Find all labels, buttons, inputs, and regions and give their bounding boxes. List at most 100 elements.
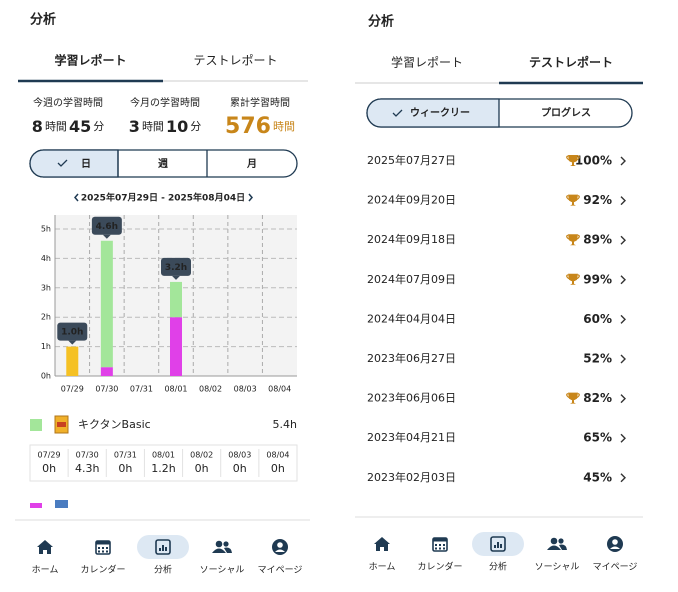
chevron-icon [620,433,626,443]
record-score[interactable]: 92% [583,193,612,207]
calendar-dot [435,544,437,546]
nav-label[interactable]: 分析 [154,564,172,576]
analysis-bar [159,548,161,551]
nav-label[interactable]: ホーム [32,565,59,576]
nav-label[interactable]: ホーム [369,562,396,573]
nav-label[interactable]: ソーシャル [535,563,580,573]
nav-label[interactable]: マイページ [258,566,303,576]
tab-label[interactable]: テストレポート [529,55,613,70]
total-label-pointer [68,340,77,345]
trophy-icon [568,194,578,206]
day-label: 08/03 [228,451,251,460]
analysis-bar [500,544,502,548]
mypage-head [612,539,618,545]
period-active [29,149,119,178]
nav-label[interactable]: カレンダー [80,564,125,576]
total-label-box [161,257,191,276]
tab-label[interactable]: 学習レポート [54,53,126,68]
period-option[interactable]: 日 [81,158,91,170]
date-range: 2025年07月29日 - 2025年08月04日 [81,192,245,204]
chevron-icon [620,235,626,245]
stat-label: 今週の学習時間 [33,96,103,109]
calendar-dot [443,547,445,550]
record-date[interactable]: 2024年07月09日 [367,272,456,286]
record-score[interactable]: 100% [575,154,612,168]
record-date[interactable]: 2023年06月27日 [367,351,456,365]
nav-label[interactable]: 分析 [489,561,507,573]
day-label: 07/30 [76,451,99,460]
stat-value: 8 時間 45 分 [32,117,104,136]
bar-segment [170,281,182,318]
stat-number: 10 [166,117,188,136]
nav-label[interactable]: マイページ [593,563,638,573]
total-label: 3.2h [165,263,187,273]
chevron-icon [620,354,626,364]
book-icon-band [57,422,66,427]
chevron-icon [620,196,626,206]
record-score[interactable]: 45% [583,470,612,484]
stat-unit: 時間 [273,120,295,133]
y-tick-label: 1h [41,342,51,351]
record-score[interactable]: 82% [583,391,612,405]
trophy-icon [568,392,578,404]
mypage-body [275,549,285,552]
check-icon [57,159,68,167]
bar-segment [66,346,79,376]
tab-label[interactable]: テストレポート [193,54,277,68]
day-value: 4.3h [75,462,99,475]
bar-segment [170,317,182,376]
social-icon [223,541,229,547]
trophy-icon [568,234,578,246]
record-date[interactable]: 2024年04月04日 [367,311,456,325]
day-label: 08/02 [190,451,213,460]
x-tick-label: 08/01 [164,385,187,394]
social-icon [215,540,223,548]
period-option[interactable]: 週 [158,158,168,170]
record-date[interactable]: 2024年09月20日 [367,193,456,207]
bar-segment [100,367,113,376]
record-score[interactable]: 65% [583,431,612,445]
y-tick-label: 2h [41,313,51,322]
home-icon [37,540,53,554]
trophy-handles [566,234,580,240]
nav-label[interactable]: ソーシャル [200,566,245,576]
stat-unit: 分 [190,120,201,133]
record-score[interactable]: 60% [583,312,612,326]
book-icon [55,500,68,508]
y-tick-label: 0h [41,372,51,381]
toggle-option[interactable]: プログレス [541,106,591,119]
period-option[interactable]: 月 [246,158,257,170]
analysis-bar [497,542,499,548]
record-date[interactable]: 2023年02月03日 [367,470,456,484]
x-tick-label: 08/04 [268,385,291,394]
chevron-icon [620,314,626,324]
stat-number: 576 [225,114,271,139]
stat-unit: 時間 [142,120,164,133]
social-icon [550,537,558,545]
calendar-dot [439,544,441,546]
total-label-pointer [172,275,180,280]
record-score[interactable]: 99% [583,272,612,286]
total-label-box [91,216,122,235]
total-label-pointer [102,234,111,239]
stat-number: 8 [32,117,43,136]
home-icon [374,537,390,551]
record-date[interactable]: 2025年07月27日 [367,153,456,167]
mypage-body [610,546,620,549]
toggle-option[interactable]: ウィークリー [410,107,470,119]
next-arrow [248,193,253,202]
record-score[interactable]: 52% [583,352,612,366]
record-score[interactable]: 89% [583,233,612,247]
nav-label[interactable]: カレンダー [417,561,462,573]
calendar-top [96,541,110,545]
x-tick-label: 07/30 [95,385,118,394]
legend-swatch [30,503,42,508]
record-date[interactable]: 2024年09月18日 [367,232,456,246]
header-title: 分析 [30,12,56,28]
stat-label: 今月の学習時間 [130,96,200,109]
tab-label[interactable]: 学習レポート [391,55,463,70]
trophy-handles [566,393,580,399]
total-label-box [57,322,88,341]
record-date[interactable]: 2023年06月06日 [367,391,456,405]
record-date[interactable]: 2023年04月21日 [367,430,456,444]
